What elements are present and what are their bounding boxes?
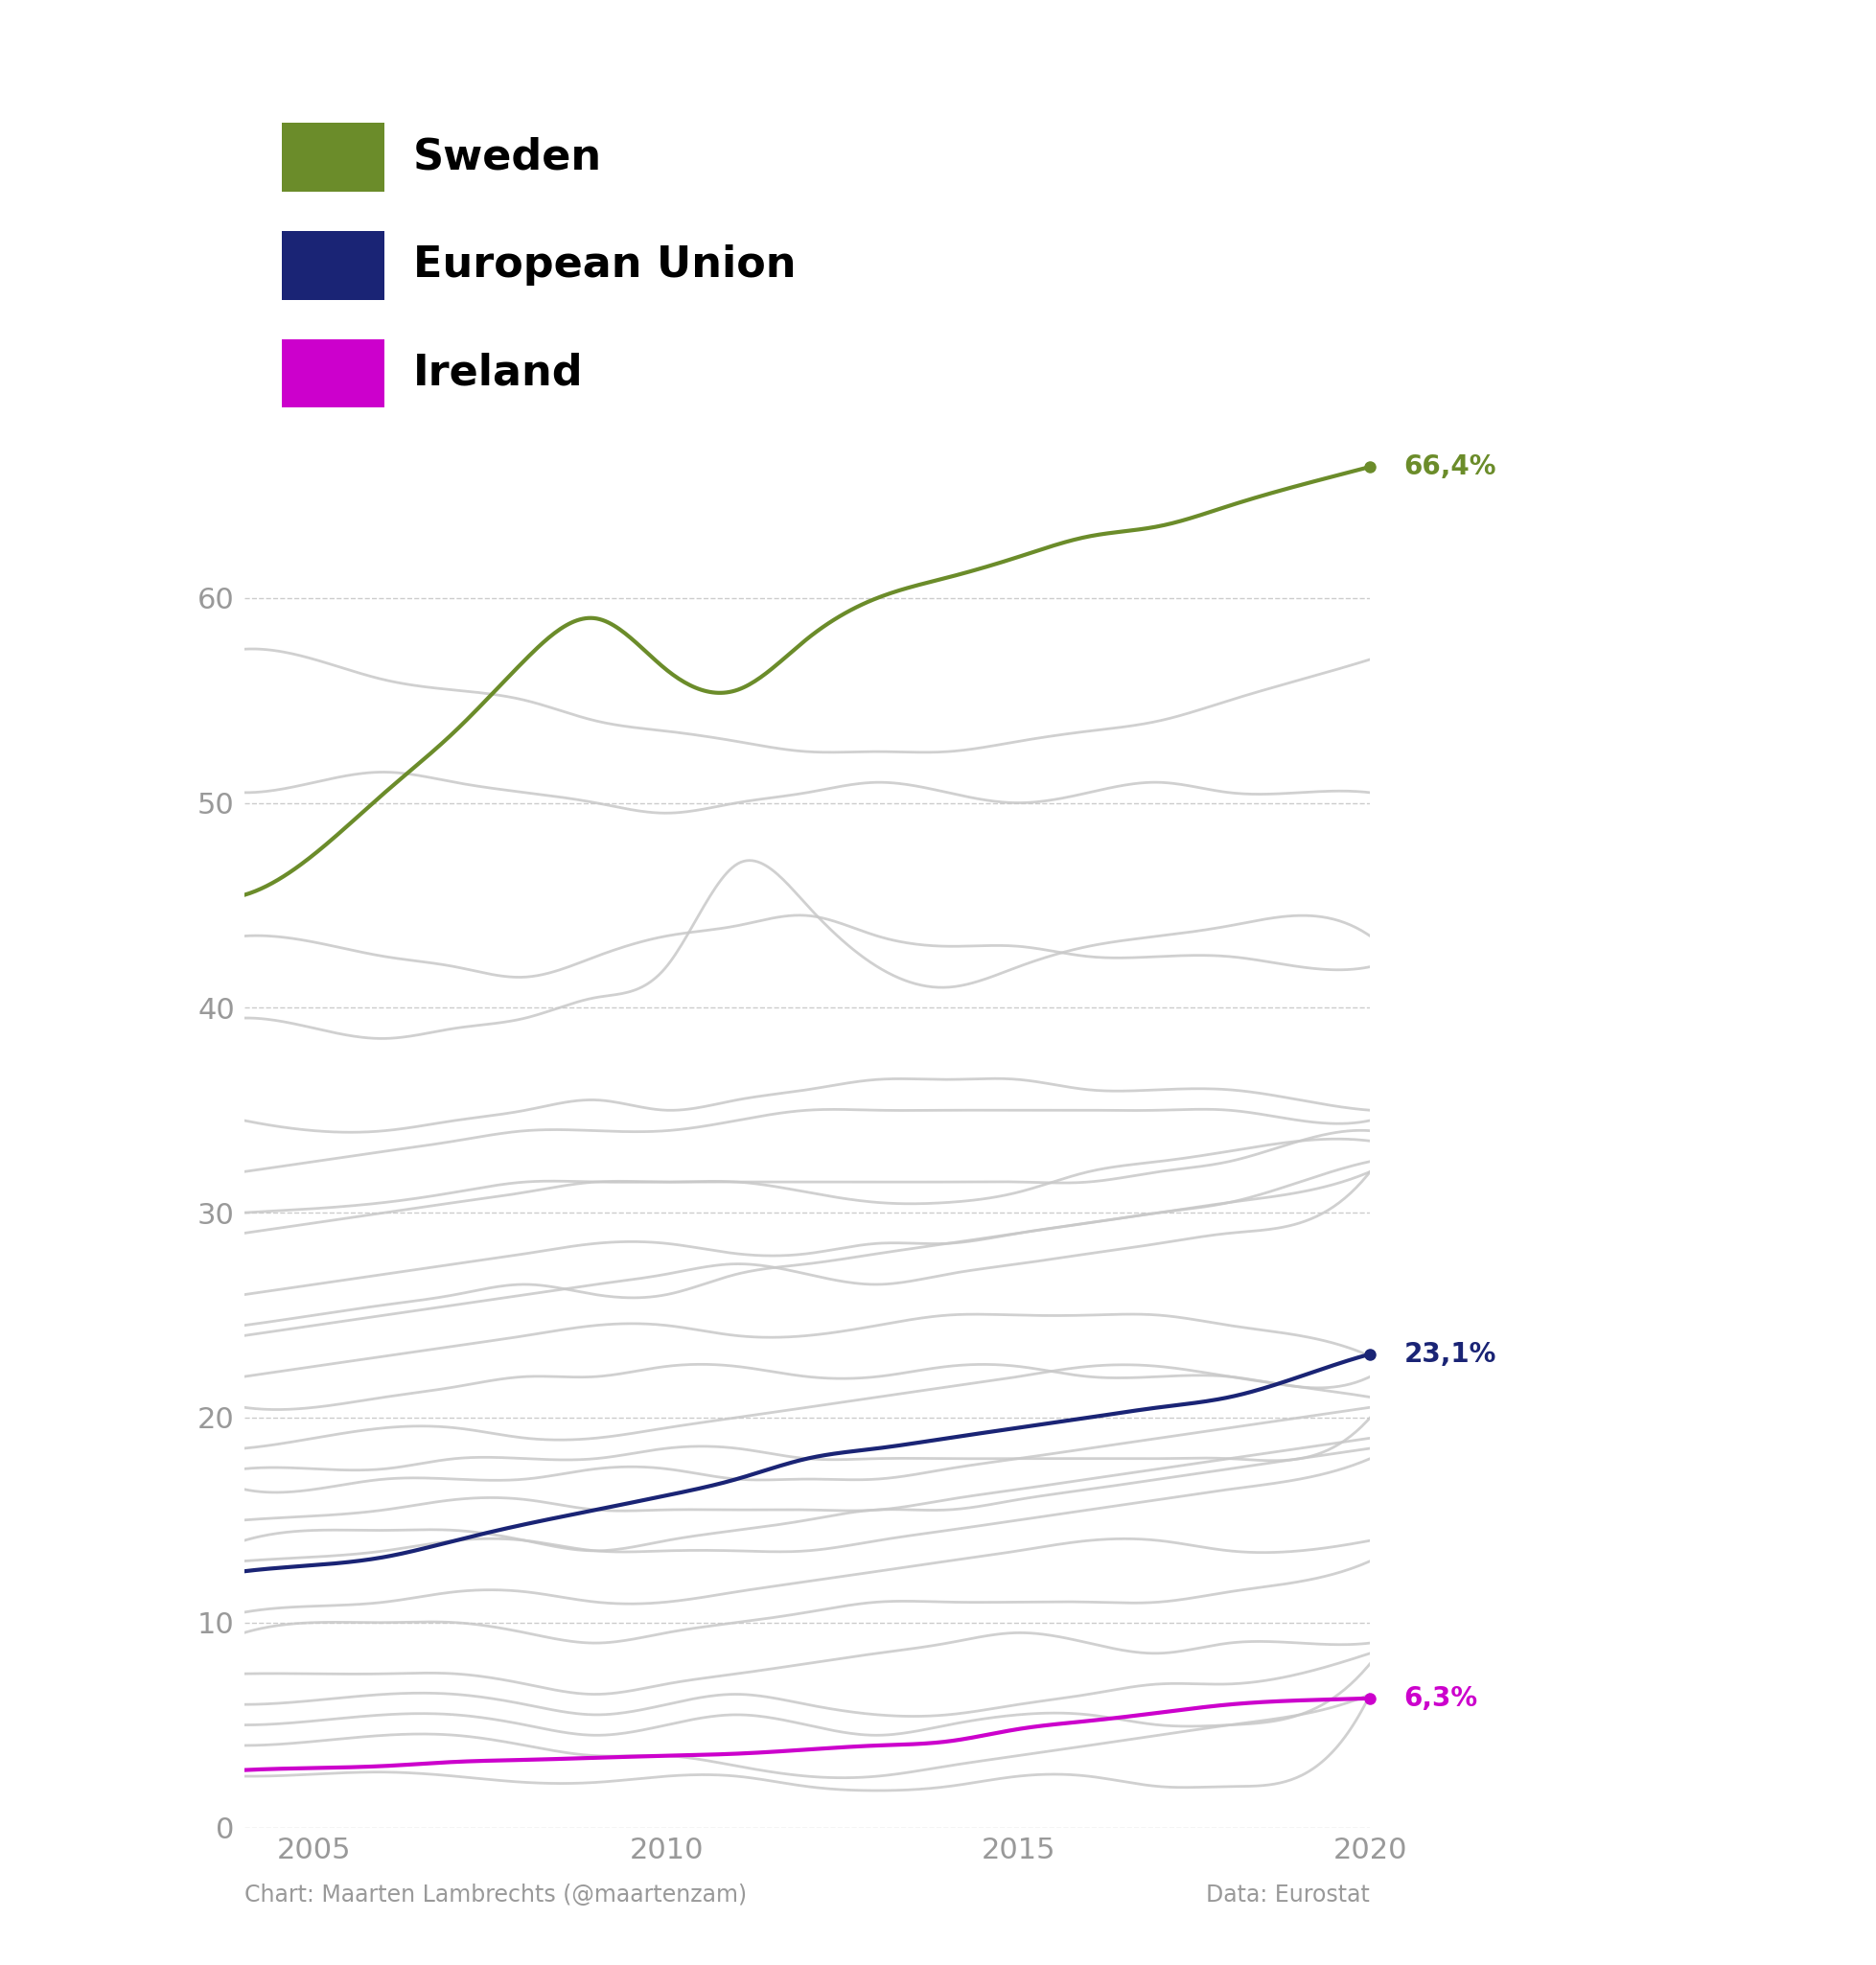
Text: 6,3%: 6,3%: [1403, 1684, 1476, 1712]
Text: Ireland: Ireland: [413, 354, 583, 393]
Text: European Union: European Union: [413, 246, 795, 285]
Text: Chart: Maarten Lambrechts (@maartenzam): Chart: Maarten Lambrechts (@maartenzam): [244, 1882, 747, 1906]
Text: 23,1%: 23,1%: [1403, 1340, 1495, 1368]
Text: Data: Eurostat: Data: Eurostat: [1206, 1882, 1369, 1906]
Text: 66,4%: 66,4%: [1403, 454, 1495, 479]
Text: Sweden: Sweden: [413, 138, 602, 177]
